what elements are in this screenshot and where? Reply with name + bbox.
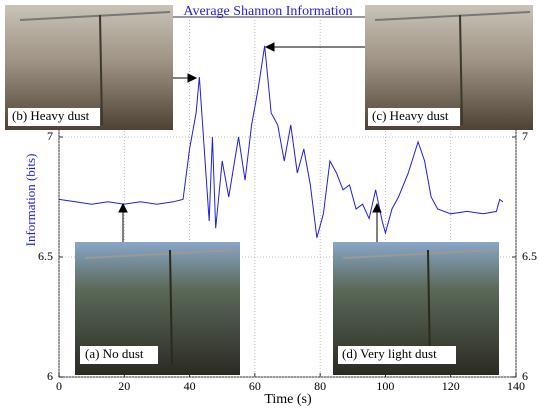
x-tick-label: 140 xyxy=(507,379,525,393)
x-tick-label: 120 xyxy=(442,379,460,393)
y-tick-label: 6 xyxy=(47,369,53,383)
x-axis-label: Time (s) xyxy=(264,392,312,407)
photo-a: (a) No dust xyxy=(75,242,240,375)
caption: (a) No dust xyxy=(85,346,144,361)
insets: (b) Heavy dust (c) Heavy dust (a) No dus… xyxy=(5,5,533,375)
caption: (c) Heavy dust xyxy=(372,108,449,123)
x-tick-label: 80 xyxy=(314,379,326,393)
caption: (b) Heavy dust xyxy=(12,108,90,123)
photo-d: (d) Very light dust xyxy=(333,242,499,375)
x-tick-label: 60 xyxy=(249,379,261,393)
x-tick-label: 0 xyxy=(56,379,62,393)
caption: (d) Very light dust xyxy=(342,346,437,361)
y-tick-label: 6.5 xyxy=(38,249,53,263)
y-tick-label: 7 xyxy=(47,129,53,143)
y-tick-label: 7 xyxy=(522,129,528,143)
x-tick-label: 40 xyxy=(184,379,196,393)
photo-b: (b) Heavy dust xyxy=(5,5,173,130)
y-tick-label: 6 xyxy=(522,369,528,383)
y-tick-label: 6.5 xyxy=(522,249,537,263)
y-axis-label: Information (bits) xyxy=(23,154,38,247)
chart-title: Average Shannon Information xyxy=(183,4,352,19)
arrows xyxy=(118,42,382,242)
x-tick-label: 100 xyxy=(376,379,394,393)
data-line xyxy=(58,45,504,238)
photo-c: (c) Heavy dust xyxy=(365,5,533,130)
x-tick-label: 20 xyxy=(118,379,130,393)
